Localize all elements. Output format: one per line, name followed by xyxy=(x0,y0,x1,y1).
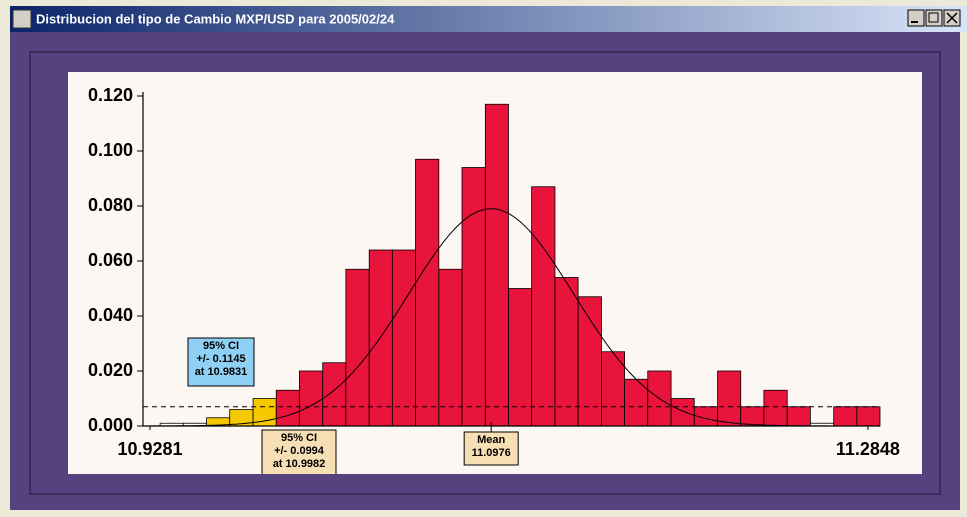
minimize-button[interactable] xyxy=(907,9,925,27)
bar xyxy=(391,249,416,427)
y-tick-label: 0.040 xyxy=(88,305,133,325)
bar xyxy=(298,370,324,427)
bar xyxy=(345,268,370,427)
close-glyph xyxy=(946,12,958,24)
ci-lower-box xyxy=(261,429,337,474)
ci-lower-text: 95% CI xyxy=(281,432,317,444)
bar xyxy=(763,389,788,427)
y-tick-label: 0.120 xyxy=(88,85,133,105)
bar xyxy=(740,406,765,427)
bar xyxy=(670,398,695,427)
app-icon xyxy=(12,9,32,29)
window-buttons xyxy=(907,9,961,27)
bar xyxy=(786,406,811,427)
mean-text: 11.0976 xyxy=(472,447,511,459)
ci-upper-box xyxy=(187,337,255,387)
y-tick-label: 0.080 xyxy=(88,195,133,215)
bar xyxy=(856,406,881,427)
ci-upper-text: +/- 0.1145 xyxy=(196,353,245,365)
y-tick-label: 0.020 xyxy=(88,360,133,380)
plot: 0.000 0.020 0.040 0.060 0.080 0.100 0.120 10.92… xyxy=(88,85,900,474)
bar xyxy=(531,186,556,427)
bar xyxy=(368,249,393,427)
window-title: Distribucion del tipo de Cambio MXP/USD … xyxy=(36,11,395,26)
normal-curve xyxy=(143,208,879,427)
ci-lower-text: at 10.9982 xyxy=(273,458,326,470)
bar xyxy=(438,268,463,427)
mean-box xyxy=(463,431,519,466)
y-tick-label: 0.060 xyxy=(88,250,133,270)
x-tick-label: 10.9281 xyxy=(118,439,183,459)
bar xyxy=(275,389,300,427)
maximize-glyph xyxy=(928,12,939,23)
maximize-button[interactable] xyxy=(925,9,943,27)
bar xyxy=(554,277,579,427)
x-tick-label: 11.2848 xyxy=(836,439,900,459)
bar xyxy=(461,167,486,427)
bar xyxy=(833,406,858,427)
ci-lower-text: +/- 0.0994 xyxy=(274,445,325,457)
bar xyxy=(717,370,742,427)
bar xyxy=(508,288,533,427)
inner-frame xyxy=(29,51,941,495)
title-bar xyxy=(10,6,967,32)
bar xyxy=(415,158,440,427)
bar xyxy=(484,103,509,427)
bar xyxy=(322,362,347,427)
ci-upper-text: 95% CI xyxy=(203,340,239,352)
ci-upper-text: at 10.9831 xyxy=(195,366,248,378)
y-tick-label: 0.100 xyxy=(88,140,133,160)
mean-text: Mean xyxy=(477,434,505,446)
y-tick-label: 0.000 xyxy=(88,415,133,435)
